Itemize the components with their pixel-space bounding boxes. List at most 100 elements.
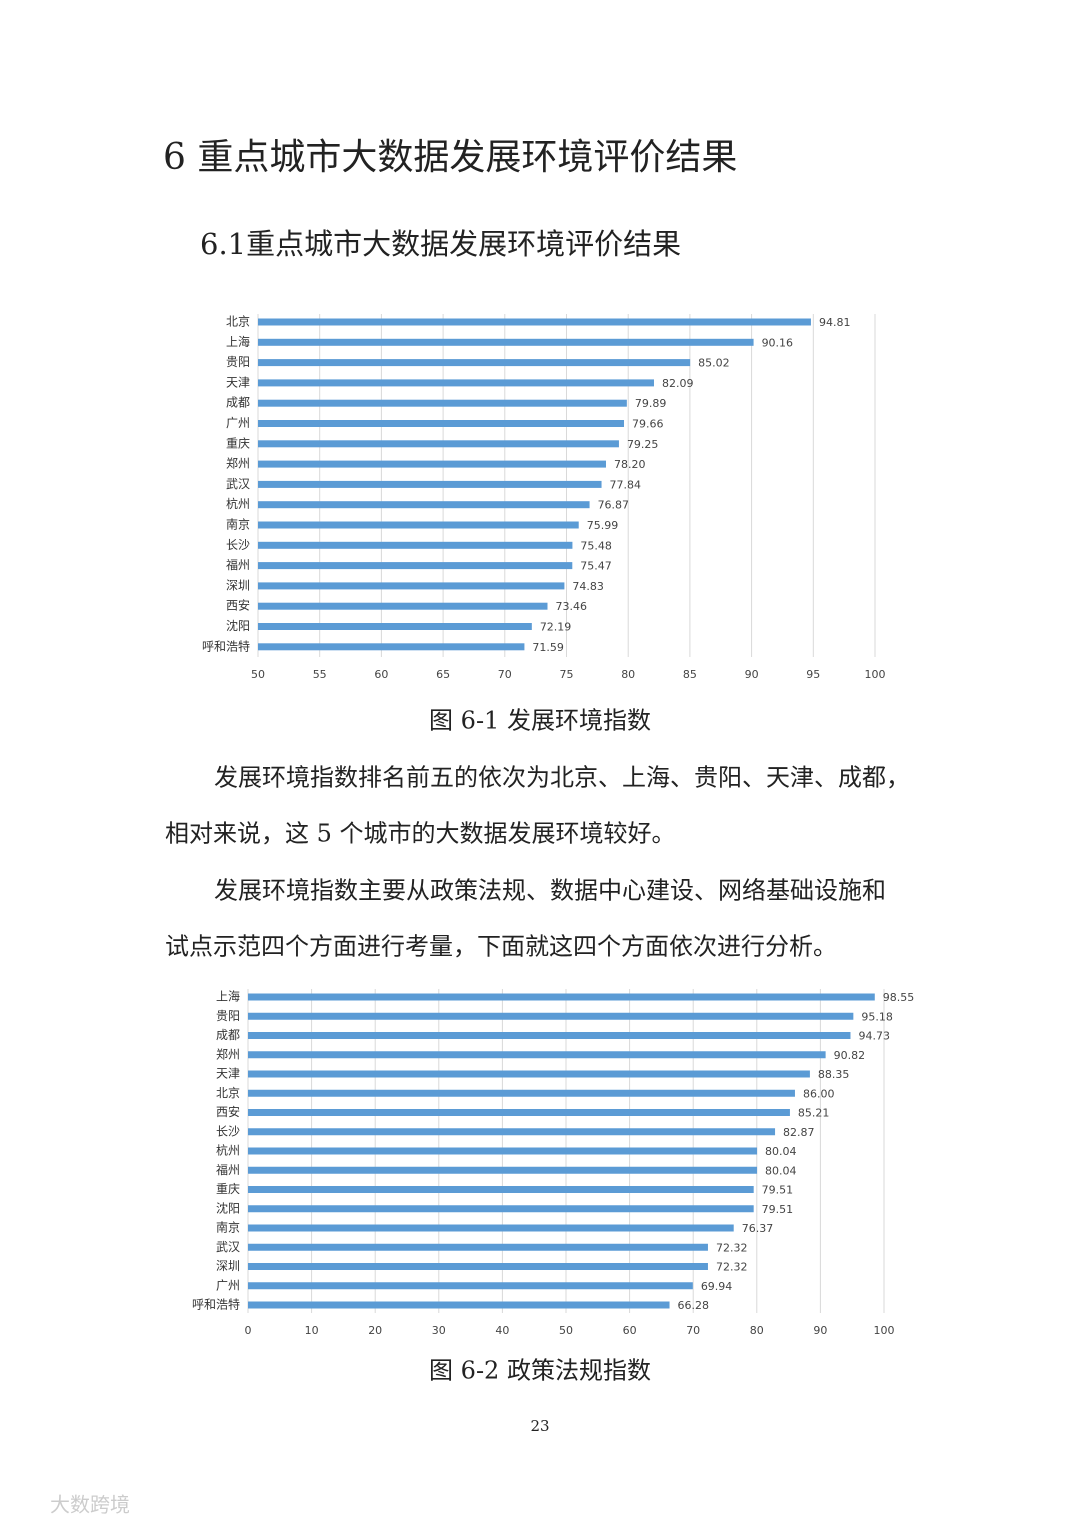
category-label: 沈阳 [226, 618, 250, 633]
value-label: 77.84 [610, 478, 642, 491]
value-label: 74.83 [572, 580, 604, 593]
x-tick-label: 90 [813, 1324, 827, 1337]
category-label: 武汉 [216, 1240, 240, 1254]
value-label: 80.04 [765, 1164, 797, 1177]
value-label: 79.51 [762, 1184, 794, 1197]
category-label: 杭州 [226, 496, 250, 511]
paragraph-line: 发展环境指数排名前五的依次为北京、上海、贵阳、天津、成都， [214, 764, 910, 792]
category-label: 长沙 [216, 1124, 240, 1138]
x-tick-label: 20 [368, 1324, 382, 1337]
bar [248, 1301, 670, 1309]
bar [258, 480, 602, 488]
value-label: 94.73 [858, 1030, 890, 1043]
category-label: 深圳 [226, 578, 250, 592]
value-label: 90.82 [834, 1049, 866, 1062]
bar [258, 501, 590, 509]
value-label: 78.20 [614, 458, 646, 471]
category-label: 天津 [226, 375, 250, 389]
bar [248, 1070, 810, 1078]
x-tick-label: 100 [874, 1324, 895, 1337]
page-number: 23 [530, 1417, 549, 1435]
bar [258, 602, 548, 610]
x-tick-label: 90 [745, 668, 759, 681]
x-tick-label: 75 [560, 668, 574, 681]
bar [258, 399, 627, 407]
category-label: 重庆 [226, 436, 250, 450]
value-label: 76.37 [742, 1222, 774, 1235]
bar [248, 1282, 693, 1290]
paragraph-line: 相对来说，这 5 个城市的大数据发展环境较好。 [165, 820, 676, 848]
category-label: 上海 [216, 989, 240, 1004]
category-label: 武汉 [226, 477, 250, 491]
bar [258, 338, 754, 346]
x-tick-label: 10 [305, 1324, 319, 1337]
value-label: 85.02 [698, 357, 730, 370]
x-tick-label: 50 [251, 668, 265, 681]
bar [248, 1089, 795, 1097]
value-label: 88.35 [818, 1068, 850, 1081]
x-tick-label: 100 [865, 668, 886, 681]
value-label: 86.00 [803, 1087, 835, 1100]
bar [258, 379, 654, 387]
x-tick-label: 65 [436, 668, 450, 681]
category-label: 福州 [226, 557, 250, 572]
x-tick-label: 40 [495, 1324, 509, 1337]
x-tick-label: 60 [623, 1324, 637, 1337]
heading: 6 重点城市大数据发展环境评价结果 [163, 137, 737, 178]
value-label: 76.87 [598, 499, 630, 512]
value-label: 82.87 [783, 1126, 815, 1139]
category-label: 西安 [226, 598, 250, 613]
category-label: 沈阳 [216, 1200, 240, 1215]
value-label: 75.48 [580, 539, 612, 552]
bar [258, 643, 525, 651]
bar [248, 1032, 851, 1039]
watermark: 大数跨境 [50, 1493, 130, 1517]
bar [258, 460, 606, 468]
bar [248, 1051, 826, 1059]
bar [248, 1128, 776, 1136]
category-label: 北京 [226, 315, 250, 329]
category-label: 成都 [216, 1028, 240, 1042]
bar [248, 1263, 708, 1270]
figure-caption: 图 6-1 发展环境指数 [429, 707, 651, 735]
category-label: 重庆 [216, 1182, 240, 1196]
bar [248, 1186, 754, 1193]
bar [248, 1012, 854, 1020]
x-tick-label: 80 [750, 1324, 764, 1337]
bar [258, 318, 811, 326]
paragraph-line: 发展环境指数主要从政策法规、数据中心建设、网络基础设施和 [214, 877, 886, 905]
value-label: 85.21 [798, 1107, 830, 1120]
bar [258, 562, 573, 570]
x-tick-label: 55 [313, 668, 327, 681]
value-label: 69.94 [701, 1280, 733, 1293]
value-label: 80.04 [765, 1145, 797, 1158]
value-label: 79.89 [635, 397, 667, 410]
bar [248, 1147, 758, 1155]
category-label: 北京 [216, 1086, 240, 1100]
bar [248, 1224, 734, 1232]
category-label: 西安 [216, 1104, 240, 1119]
x-tick-label: 95 [806, 668, 820, 681]
x-tick-label: 60 [374, 668, 388, 681]
value-label: 95.18 [861, 1010, 893, 1023]
category-label: 呼和浩特 [202, 638, 250, 653]
category-label: 南京 [216, 1220, 240, 1235]
subheading: 6.1重点城市大数据发展环境评价结果 [200, 227, 681, 261]
category-label: 成都 [226, 396, 250, 410]
category-label: 南京 [226, 517, 250, 532]
x-tick-label: 50 [559, 1324, 573, 1337]
value-label: 94.81 [819, 316, 851, 329]
value-label: 75.99 [587, 519, 619, 532]
value-label: 75.47 [580, 560, 612, 573]
bar [258, 420, 625, 427]
x-tick-label: 70 [498, 668, 512, 681]
category-label: 郑州 [226, 456, 250, 471]
value-label: 82.09 [662, 377, 694, 390]
bar [258, 623, 532, 630]
bar [248, 1205, 754, 1213]
value-label: 79.25 [627, 438, 659, 451]
category-label: 长沙 [226, 538, 250, 552]
value-label: 72.19 [540, 621, 572, 634]
x-tick-label: 80 [621, 668, 635, 681]
